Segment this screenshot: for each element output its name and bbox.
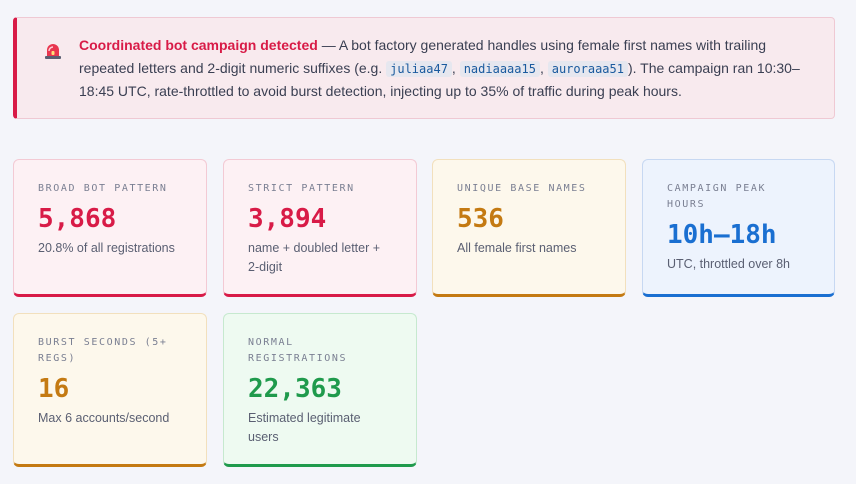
stat-caption: 20.8% of all registrations [38,241,175,255]
stat-label: BROAD BOT PATTERN [38,183,168,194]
bot-campaign-alert: Coordinated bot campaign detected — A bo… [13,17,835,119]
example-separator: , [539,59,548,76]
stat-label: STRICT PATTERN [248,183,355,194]
alert-title: Coordinated bot campaign detected [79,37,318,53]
stat-value: 5,868 [38,204,117,234]
stat-card-normal-registrations: NORMAL REGISTRATIONS 22,363 Estimated le… [223,313,417,467]
stat-label: UNIQUE BASE NAMES [457,183,587,194]
stat-card-campaign-peak-hours: CAMPAIGN PEAK HOURS 10h–18h UTC, throttl… [642,159,835,297]
stat-value: 3,894 [248,204,327,234]
example-separator: , [451,59,460,76]
stat-value: 536 [457,204,504,234]
stat-card-broad-bot-pattern: BROAD BOT PATTERN 5,868 20.8% of all reg… [13,159,207,297]
stat-value: 22,363 [248,374,342,404]
stat-label: BURST SECONDS (5+ REGS) [38,337,168,364]
stat-caption: All female first names [457,241,577,255]
stat-card-unique-base-names: UNIQUE BASE NAMES 536 All female first n… [432,159,626,297]
stat-label: NORMAL REGISTRATIONS [248,337,348,364]
alert-text-before: — A bot factory generated handles using … [79,37,767,76]
stat-value: 10h–18h [667,220,777,250]
siren-icon [45,44,61,59]
alert-message: Coordinated bot campaign detected — A bo… [79,34,819,103]
stat-card-strict-pattern: STRICT PATTERN 3,894 name + doubled lett… [223,159,417,297]
stat-card-burst-seconds: BURST SECONDS (5+ REGS) 16 Max 6 account… [13,313,207,467]
example-handle: nadiaaaa15 [459,60,540,77]
example-handle: auroraaa51 [547,60,628,77]
alert-text-after: ). The campaign ran 10:30–18:45 UTC, rat… [79,59,800,100]
stat-caption: name + doubled letter + 2-digit [248,241,381,274]
stat-value: 16 [38,374,70,404]
stat-caption: Max 6 accounts/second [38,411,170,425]
stat-caption: Estimated legitimate users [248,411,361,444]
stat-label: CAMPAIGN PEAK HOURS [667,183,767,210]
stat-caption: UTC, throttled over 8h [667,257,790,271]
example-handle: juliaa47 [386,60,452,77]
